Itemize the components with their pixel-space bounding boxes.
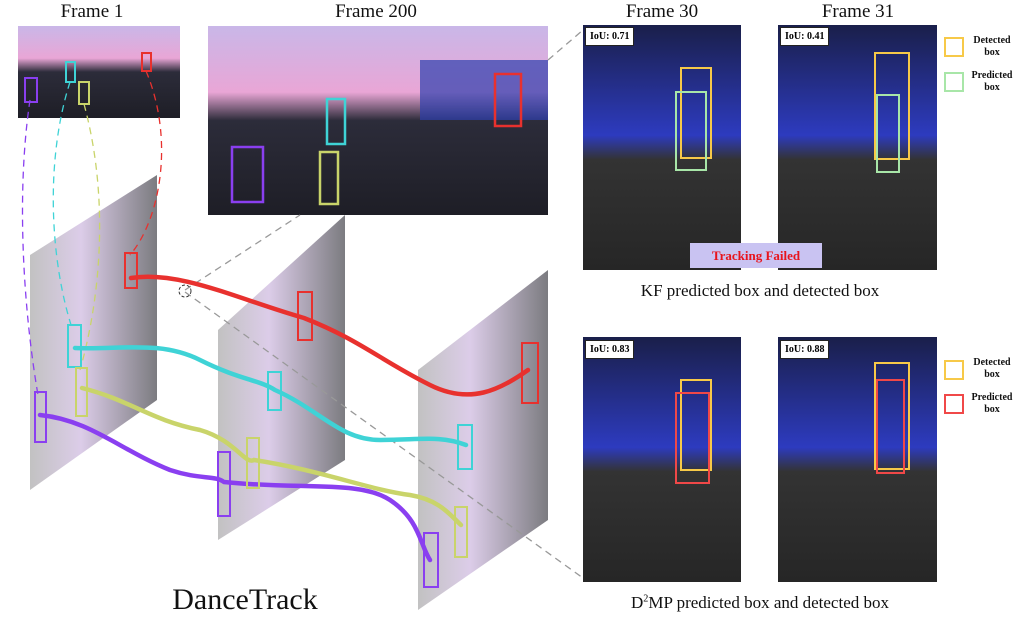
- kf-frame31-image: [778, 25, 937, 270]
- caption-rest: MP predicted box and detected box: [648, 593, 889, 612]
- legend-predicted-label: Predicted box: [971, 392, 1013, 415]
- d2mp-frame30-image: [583, 337, 741, 582]
- iou-badge: IoU: 0.41: [780, 27, 830, 46]
- iou-badge: IoU: 0.83: [585, 340, 635, 359]
- d2mp-caption: D2MP predicted box and detected box: [631, 593, 889, 613]
- plane-frame1: [30, 175, 157, 490]
- focus-circle: [178, 284, 192, 298]
- frame30-label: Frame 30: [625, 1, 699, 22]
- trajectory-yellow: [79, 385, 464, 528]
- legend-detected-label: Detected box: [973, 357, 1011, 380]
- dataset-label: DanceTrack: [172, 583, 318, 616]
- legend-detected-swatch: [944, 37, 964, 57]
- frame31-label: Frame 31: [821, 1, 895, 22]
- connector-lines: [21, 29, 584, 579]
- iou-badge: IoU: 0.71: [585, 27, 635, 46]
- trajectory-red: [128, 274, 531, 397]
- kf-frame30-image: [583, 25, 741, 270]
- frame1-label: Frame 1: [60, 1, 124, 22]
- trajectory-cyan: [72, 345, 469, 448]
- frame200-label: Frame 200: [335, 1, 417, 22]
- frame1-image: [18, 26, 180, 118]
- legend-detected-label: Detected box: [973, 35, 1011, 58]
- d2mp-frame31-image: [778, 337, 937, 582]
- caption-superscript: 2: [643, 593, 649, 605]
- plane-frame-last: [418, 270, 548, 610]
- plane-boxes: [34, 252, 539, 588]
- legend-predicted-swatch: [944, 72, 964, 92]
- legend-detected-swatch: [944, 360, 964, 380]
- legend-predicted-swatch: [944, 394, 964, 414]
- iou-badge: IoU: 0.88: [780, 340, 830, 359]
- trajectories: [37, 274, 531, 563]
- trajectory-purple: [37, 412, 433, 563]
- kf-caption: KF predicted box and detected box: [640, 281, 880, 300]
- caption-prefix: D: [631, 593, 644, 612]
- legend-predicted-label: Predicted box: [971, 70, 1013, 93]
- tracking-failed-label: Tracking Failed: [690, 243, 822, 268]
- frame200-image: [208, 26, 548, 215]
